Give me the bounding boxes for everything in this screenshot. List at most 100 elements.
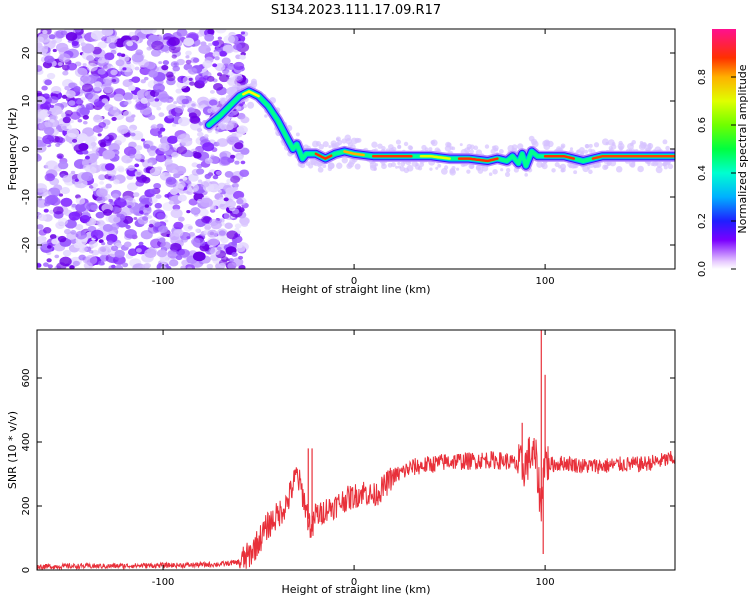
heatmap-noise-blob [186,210,191,214]
heatmap-noise-blob [172,200,179,205]
heatmap-noise-blob [98,174,106,181]
heatmap-noise-blob [58,155,63,159]
heatmap-noise-blob [146,166,152,171]
heatmap-noise-blob [168,36,180,46]
heatmap-noise-blob [46,72,56,80]
heatmap-noise-blob [78,143,89,151]
heatmap-halo [650,161,655,167]
heatmap-halo [524,173,529,177]
heatmap-noise-blob [143,143,151,149]
heatmap-halo [500,168,504,172]
heatmap-noise-blob [168,259,179,267]
heatmap-noise-blob [74,67,88,78]
heatmap-halo [216,126,220,130]
heatmap-y-tick-label: -10 [21,189,32,205]
heatmap-noise-blob [193,188,198,192]
heatmap-halo [585,144,590,149]
heatmap-noise-blob [138,196,146,203]
heatmap-noise-blob [218,74,230,83]
heatmap-noise-blob [133,192,140,198]
heatmap-noise-blob [231,241,237,246]
heatmap-noise-blob [217,72,223,77]
heatmap-halo [369,164,377,171]
heatmap-noise-blob [143,76,149,81]
heatmap-noise-blob [180,137,193,147]
heatmap-noise-blob [51,238,60,245]
heatmap-noise-blob [68,211,81,221]
heatmap-noise-blob [47,111,52,115]
heatmap-noise-blob [160,257,170,265]
heatmap-noise-blob [180,237,188,243]
heatmap-halo [397,145,402,150]
heatmap-noise-blob [196,168,205,175]
heatmap-noise-blob [186,183,200,193]
heatmap-noise-blob [82,164,91,171]
heatmap-noise-blob [62,70,69,76]
heatmap-noise-blob [204,157,213,165]
heatmap-noise-blob [112,106,117,111]
snr-frame [36,329,676,571]
heatmap-noise-blob [186,236,191,240]
heatmap-halo [456,167,460,171]
heatmap-noise-blob [75,197,86,205]
heatmap-noise-blob [144,204,150,208]
heatmap-halo [481,164,489,172]
heatmap-noise-blob [126,60,131,65]
heatmap-noise-blob [97,68,106,75]
heatmap-halo [440,167,448,175]
heatmap-noise-blob [154,202,162,209]
heatmap-halo [403,141,409,147]
heatmap-noise-blob [178,248,190,258]
heatmap-noise-blob [37,263,42,268]
heatmap-noise-blob [148,150,156,157]
colorbar-tick-label: 0.4 [697,165,708,181]
heatmap-noise-blob [200,197,213,208]
heatmap-noise-blob [158,142,170,152]
heatmap-noise-blob [202,60,213,69]
heatmap-halo [662,162,667,167]
heatmap-noise-blob [171,54,177,59]
heatmap-noise-blob [104,135,110,140]
heatmap-noise-blob [74,178,79,182]
heatmap-noise-blob [111,193,120,199]
heatmap-noise-blob [239,169,250,178]
heatmap-halo [377,143,383,149]
heatmap-noise-blob [87,135,98,143]
heatmap-noise-blob [118,110,124,115]
heatmap-noise-blob [177,117,190,127]
chart-title: S134.2023.111.17.09.R17 [271,3,441,18]
heatmap-noise-blob [102,154,110,160]
heatmap-noise-blob [85,104,91,109]
heatmap-halo [264,114,268,118]
heatmap-halo [580,152,584,156]
heatmap-halo [391,146,397,152]
heatmap-noise-blob [144,248,157,259]
heatmap-noise-blob [58,137,66,144]
heatmap-noise-blob [46,258,52,263]
heatmap-noise-blob [179,178,184,182]
heatmap-noise-blob [88,185,94,189]
heatmap-halo [443,165,449,170]
heatmap-noise-blob [74,29,82,33]
heatmap-noise-blob [206,263,214,269]
heatmap-noise-blob [160,241,172,250]
heatmap-noise-blob [114,249,125,258]
heatmap-halo [655,166,663,174]
heatmap-noise-blob [156,106,162,111]
heatmap-noise-blob [149,167,161,176]
heatmap-halo [305,161,311,166]
heatmap-halo [387,162,393,168]
heatmap-halo [498,149,504,154]
heatmap-noise-blob [55,142,61,147]
heatmap-noise-blob [236,197,247,206]
heatmap-noise-blob [167,249,180,259]
snr-x-tick-label: -100 [152,577,175,588]
heatmap-noise-blob [126,182,138,191]
heatmap-noise-blob [208,248,216,254]
heatmap-noise-blob [57,161,69,170]
heatmap-noise-blob [155,194,162,199]
heatmap-noise-blob [108,198,113,203]
heatmap-noise-blob [86,55,95,62]
heatmap-noise-blob [208,99,218,106]
heatmap-noise-blob [148,70,158,78]
